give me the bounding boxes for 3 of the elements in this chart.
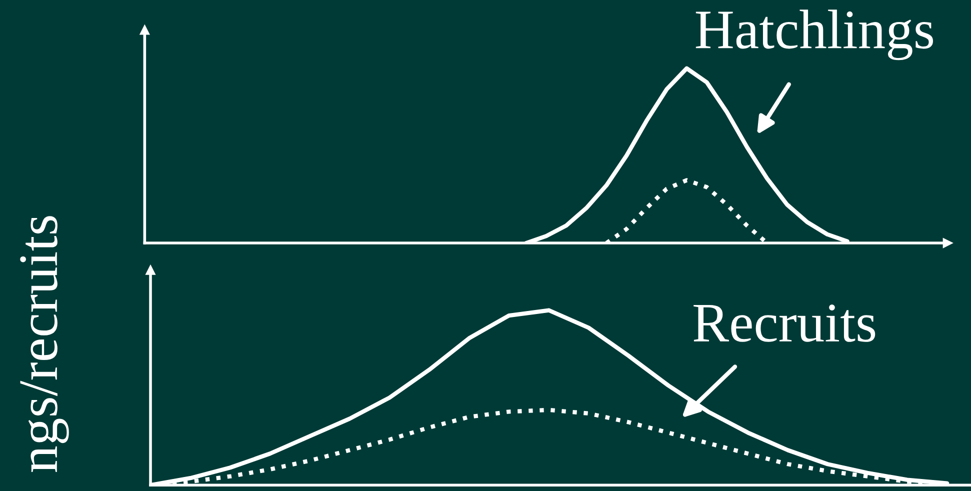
y-axis-title: ngs/recruits [20, 216, 69, 472]
text: Hatchlings [696, 10, 933, 60]
annotation: Recruits [694, 304, 876, 342]
